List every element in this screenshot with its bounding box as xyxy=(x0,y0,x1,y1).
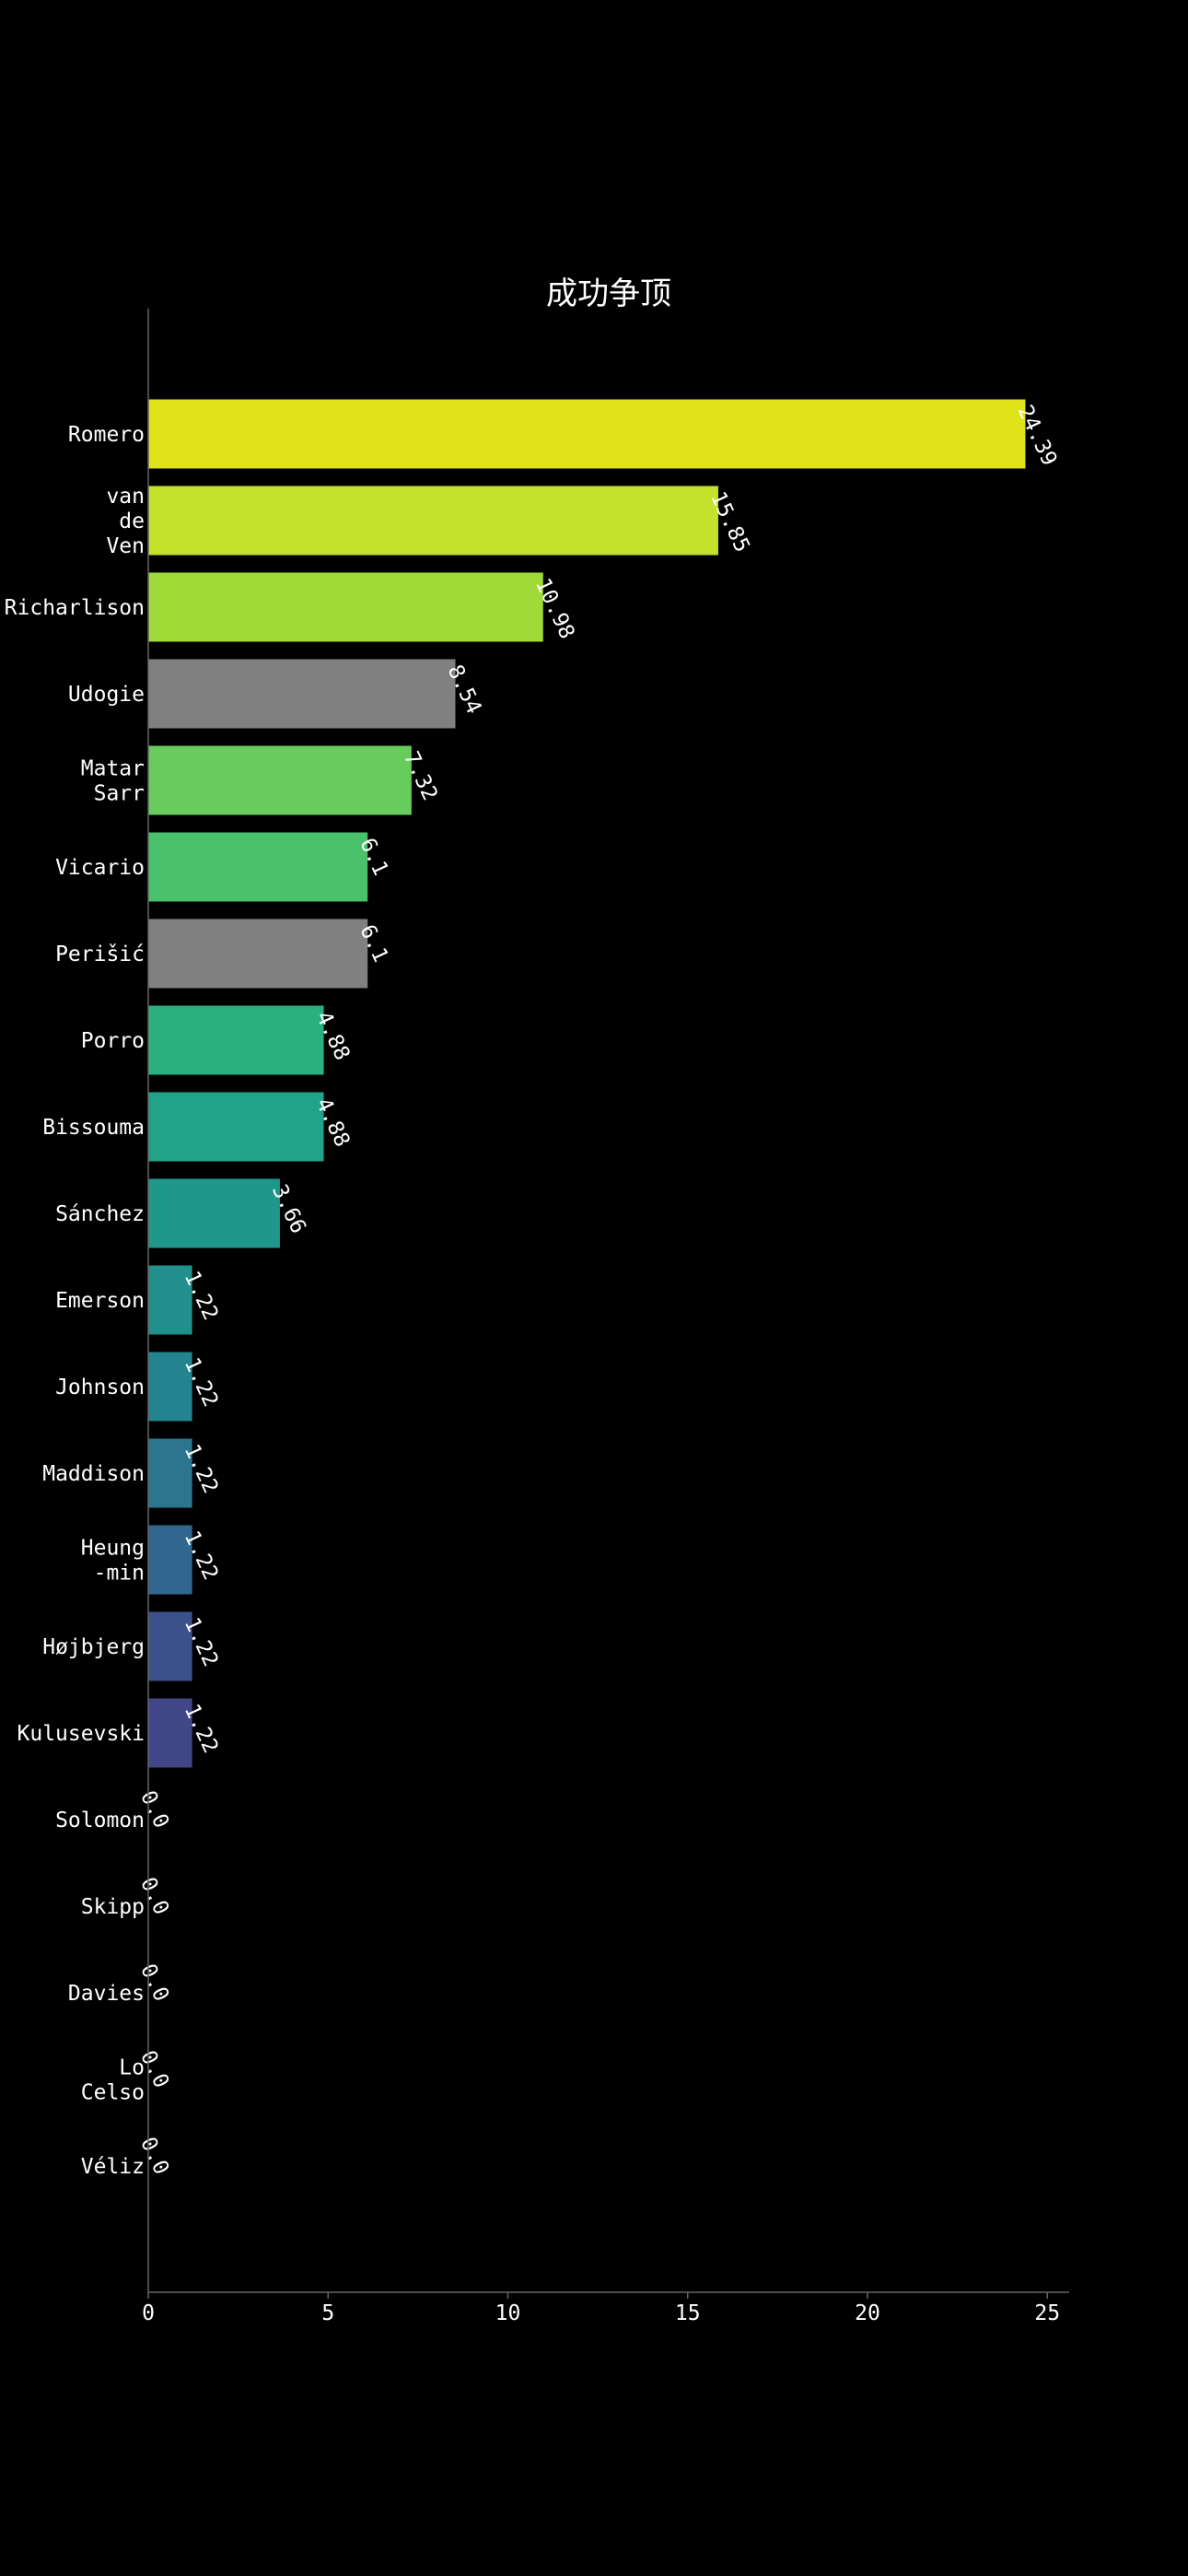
x-tick-label: 25 xyxy=(1034,2301,1060,2325)
x-tick-label: 5 xyxy=(321,2301,334,2325)
category-label: Véliz xyxy=(81,2155,145,2179)
bar xyxy=(148,1352,192,1422)
bar xyxy=(148,1092,324,1162)
category-label: Matar Sarr xyxy=(81,757,145,806)
category-label: Højbjerg xyxy=(42,1635,145,1659)
category-label: Heung -min xyxy=(81,1537,145,1586)
category-label: Richarlison xyxy=(5,596,145,620)
bar xyxy=(148,1525,192,1595)
bar xyxy=(148,1611,192,1681)
bar xyxy=(148,1698,192,1768)
category-label: Johnson xyxy=(55,1376,145,1399)
category-label: van de Ven xyxy=(106,485,145,558)
x-tick-label: 15 xyxy=(675,2301,701,2325)
category-label: Sánchez xyxy=(55,1202,145,1226)
category-label: Romero xyxy=(68,423,145,447)
bar xyxy=(148,1438,192,1508)
bar xyxy=(148,659,456,729)
x-tick-label: 10 xyxy=(495,2301,521,2325)
bar xyxy=(148,832,368,902)
x-axis-ticks: 0 5 10 15 20 25 xyxy=(142,2292,1060,2325)
bars-layer xyxy=(148,399,1026,1768)
category-label: Lo Celso xyxy=(81,2056,145,2105)
bar xyxy=(148,399,1026,469)
category-label: Udogie xyxy=(68,683,145,707)
x-tick-label: 20 xyxy=(855,2301,880,2325)
category-label: Maddison xyxy=(42,1462,145,1486)
bar xyxy=(148,745,412,815)
category-label: Porro xyxy=(81,1029,145,1053)
bar xyxy=(148,1178,280,1248)
bar xyxy=(148,919,368,989)
bar xyxy=(148,1265,192,1335)
category-label: Emerson xyxy=(55,1289,145,1313)
x-tick-label: 0 xyxy=(142,2301,155,2325)
bar xyxy=(148,486,718,556)
bar xyxy=(148,572,543,642)
category-label: Kulusevski xyxy=(17,1722,145,1746)
category-label: Davies xyxy=(68,1982,145,2006)
category-label: Bissouma xyxy=(42,1116,145,1140)
category-label: Skipp xyxy=(81,1895,145,1919)
bar xyxy=(148,1005,324,1075)
category-label: Perišić xyxy=(55,943,145,966)
category-label: Solomon xyxy=(55,1809,145,1832)
chart-title: 成功争顶 xyxy=(546,275,671,312)
category-label: Vicario xyxy=(55,856,145,880)
category-labels: Romero van de Ven Richarlison Udogie Matar Sarr… xyxy=(5,423,145,2179)
